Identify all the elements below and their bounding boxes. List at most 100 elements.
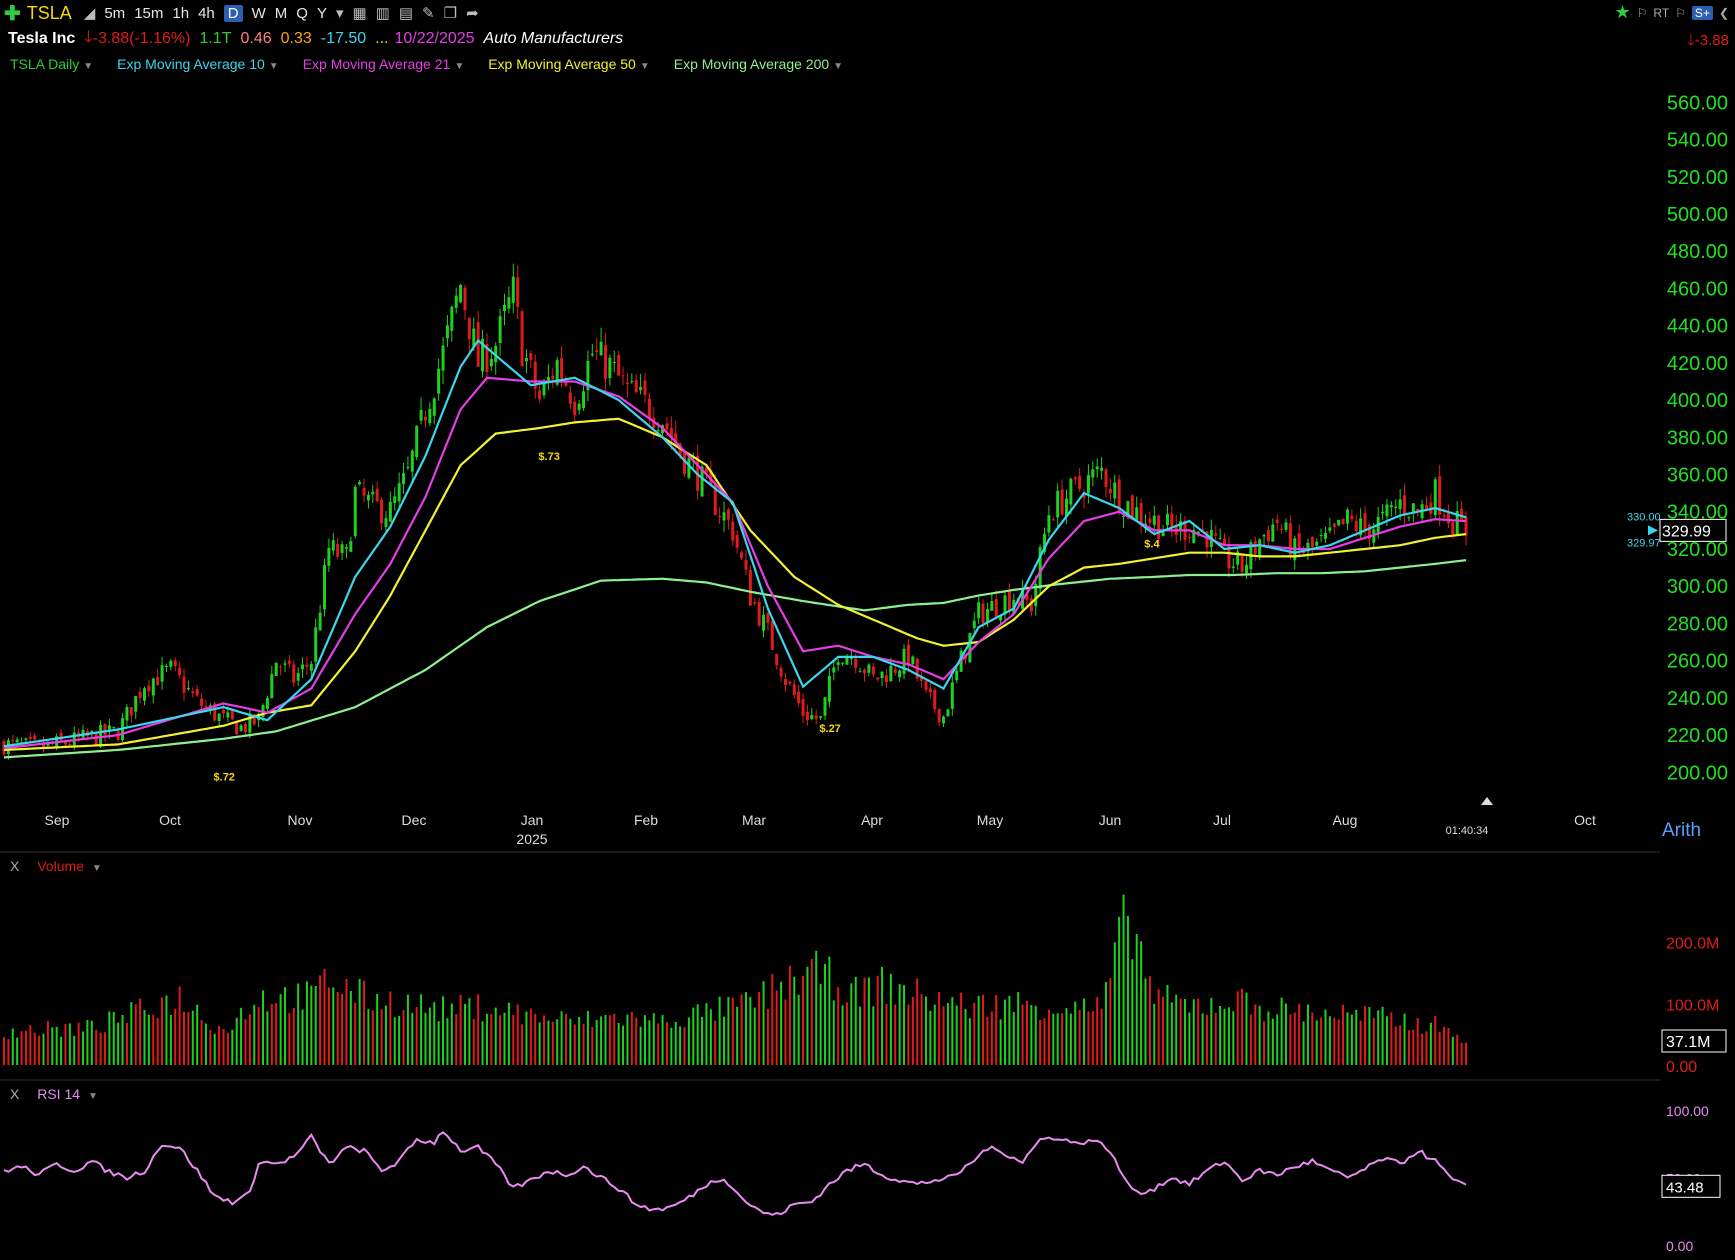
study-4[interactable]: Exp Moving Average 200 ▼: [673, 56, 844, 72]
candle-body: [1359, 518, 1363, 536]
candle-body: [1069, 478, 1073, 505]
candle-body: [608, 357, 612, 379]
dropdown-icon[interactable]: ▼: [454, 61, 465, 72]
interval-w[interactable]: W: [251, 4, 266, 22]
price-tick: 360.00: [1667, 465, 1728, 487]
interval-1h[interactable]: 1h: [172, 4, 190, 22]
study-0[interactable]: TSLA Daily ▼: [10, 56, 94, 72]
candle-body: [1007, 591, 1011, 611]
candle-body: [230, 708, 234, 720]
candle-body: [819, 716, 823, 718]
share-arrow-icon[interactable]: ➦: [466, 5, 479, 22]
watchlist-star-icon[interactable]: ★: [1614, 2, 1631, 22]
interval-d[interactable]: D: [223, 4, 243, 22]
candle-body: [977, 602, 981, 619]
close-pane-icon[interactable]: X: [10, 858, 20, 874]
dropdown-icon[interactable]: ▼: [87, 1091, 98, 1102]
industry-label[interactable]: Auto Manufacturers: [483, 30, 624, 47]
interval-q[interactable]: Q: [296, 4, 308, 22]
study-1[interactable]: Exp Moving Average 10 ▼: [117, 56, 279, 72]
candle-body: [498, 316, 502, 343]
candle-body: [1253, 541, 1257, 554]
candle-body: [762, 614, 766, 631]
interval-y[interactable]: Y: [316, 4, 327, 22]
close-pane-icon[interactable]: X: [10, 1086, 20, 1102]
indicators-icon[interactable]: ▦: [352, 5, 367, 22]
candle-body: [349, 541, 353, 552]
layout-icon[interactable]: ❐: [443, 5, 458, 22]
candle-body: [1258, 539, 1262, 556]
study-3[interactable]: Exp Moving Average 50 ▼: [488, 56, 650, 72]
candle-body: [1038, 547, 1042, 590]
interval-15m[interactable]: 15m: [134, 4, 164, 22]
month-tick: Oct: [1574, 812, 1596, 828]
more-ellipsis[interactable]: ...: [375, 30, 389, 47]
dropdown-icon[interactable]: ▼: [91, 863, 102, 874]
dropdown-icon[interactable]: ▾: [335, 5, 344, 22]
right-change-value: -3.88: [1694, 32, 1729, 49]
candle-body: [1416, 508, 1420, 512]
month-tick: Sep: [45, 812, 70, 828]
add-symbol-icon[interactable]: ✚: [4, 2, 21, 25]
chart-type-icon[interactable]: ◢: [83, 5, 96, 22]
candle-body: [1126, 501, 1130, 515]
candle-body: [617, 355, 621, 376]
candle-body: [318, 612, 322, 631]
candle-body: [722, 512, 726, 521]
candle-body: [1047, 515, 1051, 533]
candle-body: [380, 499, 384, 524]
dropdown-icon[interactable]: ▼: [83, 61, 94, 72]
candle-body: [274, 662, 278, 676]
candle-body: [845, 657, 849, 665]
candle-body: [182, 676, 186, 693]
candle-body: [112, 726, 116, 728]
candle-body: [331, 540, 335, 551]
candle-body: [814, 715, 818, 719]
flag-icon[interactable]: ⚐: [1636, 5, 1648, 20]
candle-body: [476, 322, 480, 367]
candle-body: [972, 620, 976, 629]
candle-body: [463, 287, 467, 311]
candle-body: [305, 664, 309, 667]
candle-body: [529, 353, 533, 360]
chevron-left-icon[interactable]: ❮: [1718, 5, 1729, 20]
interval-m[interactable]: M: [274, 4, 288, 22]
candle-body: [1064, 498, 1068, 517]
symbol-input[interactable]: TSLA: [26, 2, 72, 23]
candle-body: [344, 547, 348, 549]
candle-body: [1122, 516, 1126, 518]
dropdown-icon[interactable]: ▼: [268, 61, 279, 72]
candle-body: [560, 358, 564, 379]
volume-tick: 200.0M: [1666, 936, 1719, 953]
splus-button[interactable]: S+: [1691, 5, 1713, 20]
candle-body: [1411, 503, 1415, 512]
flag-icon-2[interactable]: ⚐: [1675, 5, 1686, 20]
candle-body: [757, 602, 761, 626]
dropdown-icon[interactable]: ▼: [833, 61, 844, 72]
candle-body: [577, 403, 581, 411]
candle-body: [647, 398, 651, 419]
candle-body: [243, 723, 247, 732]
interval-5m[interactable]: 5m: [104, 4, 126, 22]
candle-body: [753, 602, 757, 604]
stat-value-1: 0.46: [240, 30, 272, 47]
draw-pencil-icon[interactable]: ✎: [422, 5, 435, 22]
candle-body: [994, 599, 998, 618]
ema200-line: [3, 559, 1467, 759]
candle-body: [384, 518, 388, 527]
calendar-icon[interactable]: ▤: [398, 5, 414, 22]
candle-body: [1139, 502, 1143, 523]
bar-style-icon[interactable]: ▥: [375, 5, 390, 22]
scale-mode-button[interactable]: Arith: [1662, 820, 1702, 841]
candle-body: [748, 569, 752, 606]
candle-body: [946, 709, 950, 717]
last-price-side-1: 330.00: [1627, 511, 1661, 523]
study-2[interactable]: Exp Moving Average 21 ▼: [302, 56, 465, 72]
candle-body: [1170, 513, 1174, 528]
interval-4h[interactable]: 4h: [198, 4, 215, 22]
candle-body: [538, 390, 542, 400]
candle-body: [1205, 531, 1209, 548]
candle-body: [366, 494, 370, 501]
dropdown-icon[interactable]: ▼: [639, 61, 650, 72]
